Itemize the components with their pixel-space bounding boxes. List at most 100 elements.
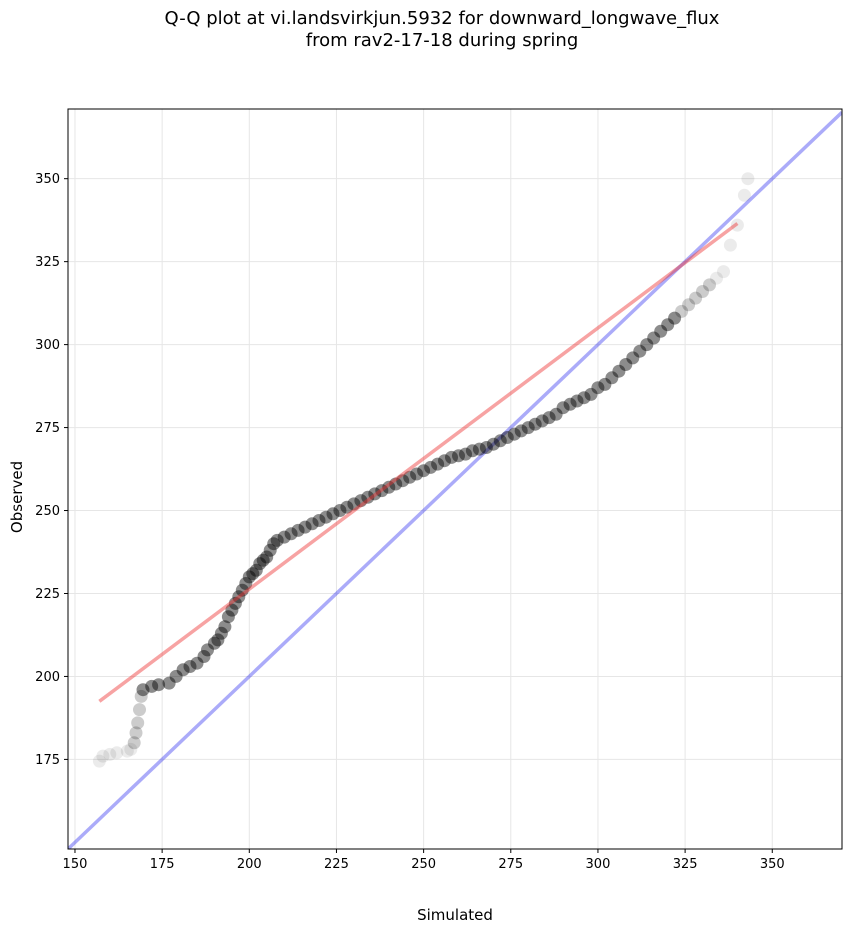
quantile-point: [730, 218, 744, 232]
quantile-point: [521, 421, 535, 435]
quantile-point: [577, 391, 591, 405]
x-tick-label: 350: [760, 857, 785, 872]
fit-line: [98, 222, 739, 703]
quantile-point: [145, 679, 159, 693]
y-tick-label: 350: [35, 172, 60, 187]
x-tick-label: 150: [63, 857, 88, 872]
quantile-point: [162, 676, 176, 690]
quantile-point: [661, 318, 675, 332]
quantile-point: [696, 285, 709, 298]
quantile-point: [703, 278, 716, 292]
quantile-point: [710, 271, 723, 285]
quantile-point: [176, 663, 190, 677]
quantile-point: [312, 514, 326, 527]
axis-ticks: 150 175 200 225 250 275 300 325 350 175 200 225 250 2…: [35, 172, 785, 872]
quantile-point: [298, 520, 312, 534]
quantile-point: [136, 683, 150, 697]
quantile-point: [445, 450, 458, 464]
quantile-point: [361, 490, 375, 504]
quantile-point: [375, 484, 389, 498]
quantile-point: [277, 530, 291, 544]
quantile-point: [570, 394, 584, 408]
quantile-point: [131, 716, 145, 730]
quantile-point: [368, 487, 382, 501]
quantile-point: [103, 747, 117, 761]
reference-lines: [68, 111, 842, 849]
quantile-point: [737, 188, 751, 202]
chart-title: Q-Q plot at vi.landsvirkjun.5932 for dow…: [0, 8, 851, 52]
x-axis-label: Simulated: [417, 906, 493, 924]
chart-title-line-1: Q-Q plot at vi.landsvirkjun.5932 for dow…: [164, 8, 720, 29]
quantile-point: [507, 427, 521, 441]
quantile-point: [235, 583, 249, 597]
y-tick-label: 250: [35, 504, 60, 519]
quantile-point: [549, 407, 563, 421]
quantile-point: [214, 626, 228, 640]
quantile-point: [120, 744, 134, 758]
quantile-point: [333, 504, 347, 517]
quantile-point: [563, 397, 577, 411]
quantile-point: [403, 470, 417, 484]
quantile-point: [291, 523, 305, 537]
y-tick-label: 325: [35, 255, 60, 270]
x-tick-label: 300: [586, 857, 611, 872]
quantile-point: [605, 371, 619, 385]
quantile-point: [169, 669, 183, 683]
quantile-point: [152, 678, 166, 692]
quantile-point: [591, 381, 605, 395]
quantile-point: [556, 401, 570, 415]
quantile-point: [619, 358, 633, 371]
quantile-point: [472, 442, 486, 456]
quantile-point: [675, 304, 689, 318]
quantile-point: [438, 454, 451, 468]
quantile-point: [190, 656, 204, 670]
quantile-point: [218, 620, 232, 634]
quantile-point: [493, 434, 507, 448]
quantile-point: [689, 291, 703, 305]
quantile-point: [654, 324, 668, 338]
y-tick-label: 275: [35, 421, 60, 436]
quantile-point: [267, 537, 281, 551]
quantile-point: [256, 553, 270, 567]
quantile-point: [424, 460, 438, 474]
chart-title-line-2: from rav2-17-18 during spring: [305, 30, 579, 51]
quantile-point: [640, 338, 654, 352]
quantile-point: [626, 351, 640, 365]
quantile-point: [459, 447, 472, 461]
quantile-point: [134, 689, 148, 703]
quantile-point: [260, 550, 274, 564]
quantile-point: [326, 507, 340, 521]
quantile-point: [207, 636, 221, 650]
y-axis-label: Observed: [8, 461, 26, 533]
quantile-point: [110, 746, 124, 760]
quantile-point: [528, 417, 542, 431]
quantile-point: [242, 570, 256, 584]
quantile-point: [305, 517, 319, 531]
quantile-point: [270, 533, 284, 547]
quantile-point: [225, 603, 239, 617]
quantile-point: [584, 387, 598, 401]
quantile-point: [417, 464, 431, 478]
x-tick-label: 225: [324, 857, 349, 872]
quantile-point: [723, 238, 737, 252]
quantile-point: [465, 444, 479, 458]
quantile-point: [249, 563, 263, 577]
quantile-point: [239, 577, 253, 590]
y-tick-label: 225: [35, 587, 60, 602]
grid: [68, 109, 842, 849]
quantile-point: [410, 467, 424, 481]
identity-line: [68, 111, 842, 849]
quantile-point: [717, 265, 730, 279]
quantile-point: [124, 742, 138, 756]
quantile-point: [668, 311, 682, 325]
quantile-point: [201, 643, 214, 657]
quantile-point: [197, 650, 211, 663]
quantile-point: [183, 660, 197, 673]
quantile-point: [127, 736, 141, 750]
quantile-point: [542, 411, 556, 425]
quantile-point: [246, 567, 260, 581]
quantile-point: [486, 437, 500, 451]
quantile-point: [347, 497, 361, 511]
quantile-point: [221, 610, 235, 624]
